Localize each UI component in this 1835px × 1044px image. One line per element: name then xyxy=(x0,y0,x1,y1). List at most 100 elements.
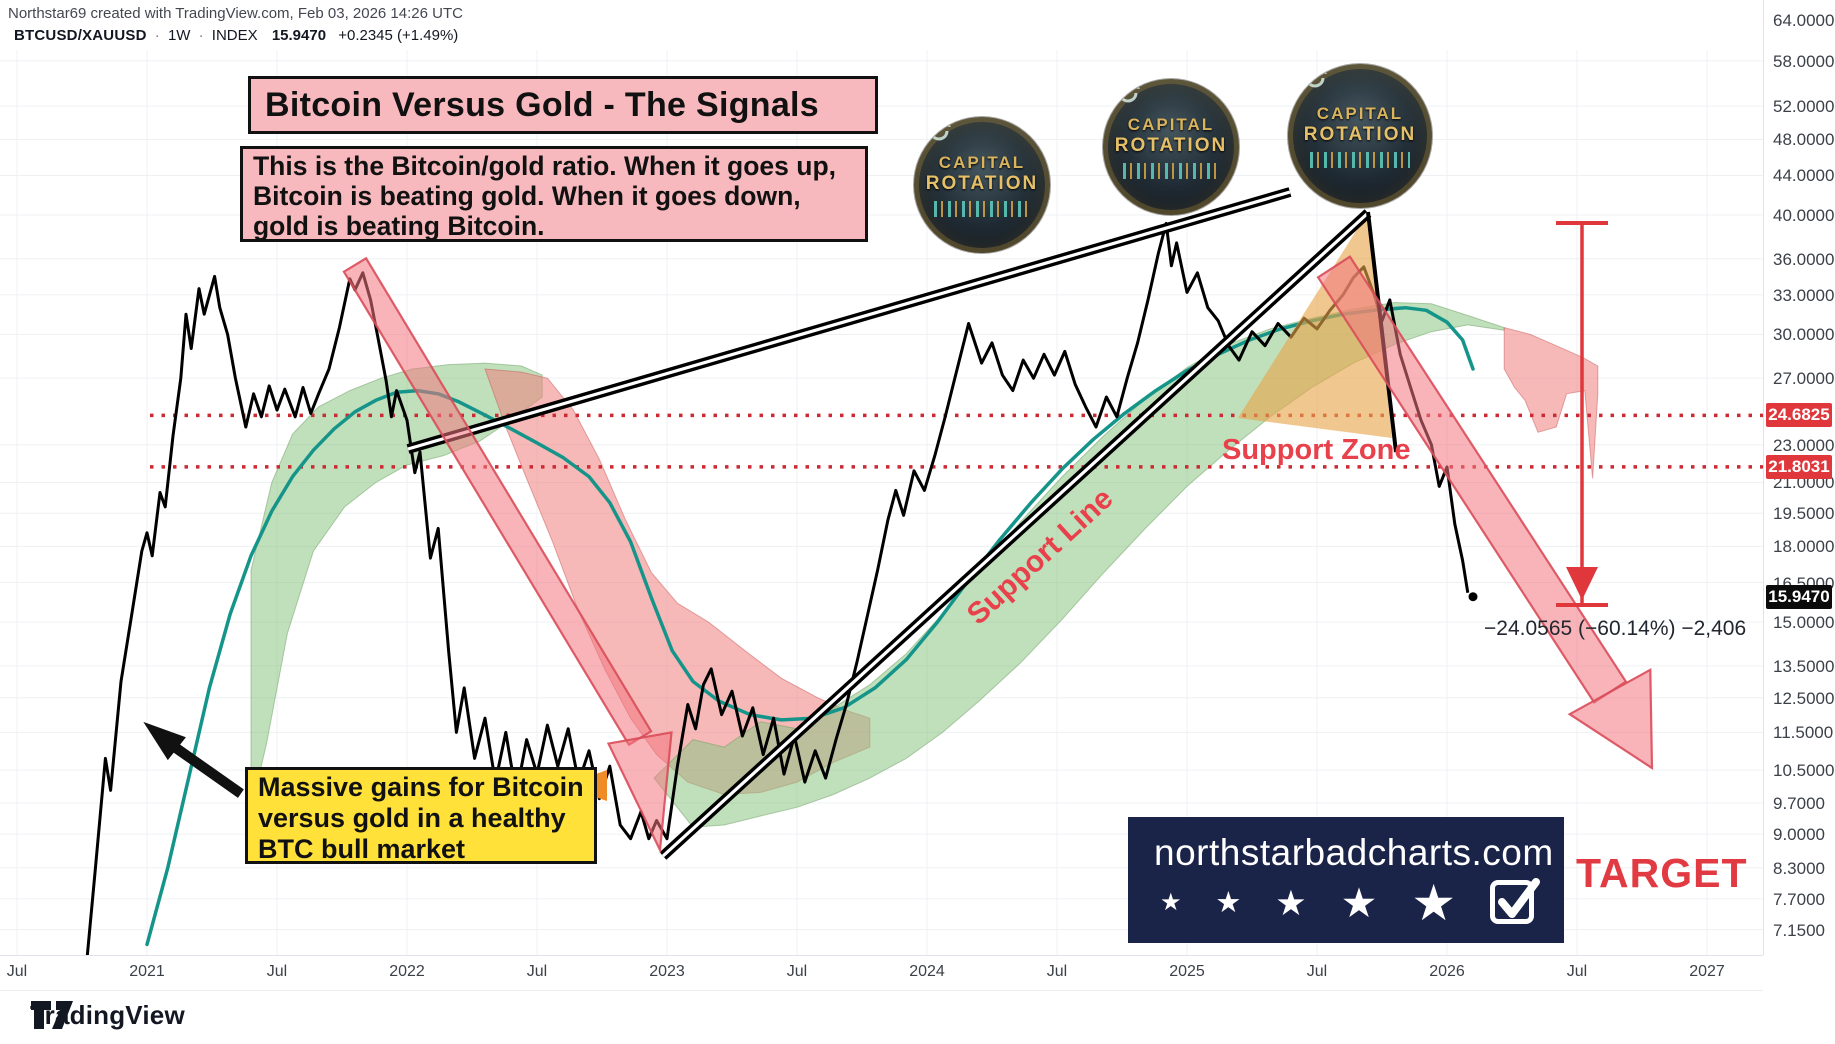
star-icon: ★ xyxy=(1215,886,1242,919)
star-icon: ★ xyxy=(1275,883,1307,923)
symbol-name[interactable]: BTCUSD/XAUUSD xyxy=(14,27,147,44)
symbol-type: INDEX xyxy=(211,27,258,44)
rotation-arrow-icon xyxy=(929,120,951,141)
price-axis[interactable]: 24.6825 21.8031 15.9470 64.0000 58.0000 52… xyxy=(1763,0,1835,955)
badge-text: CAPITAL xyxy=(1316,104,1404,123)
measure-bracket-arrowhead xyxy=(1566,567,1598,600)
price-level-badge-lower: 21.8031 xyxy=(1766,454,1832,479)
star-rating-row: ★ ★ ★ ★ ★ xyxy=(1154,875,1540,931)
resistance-trend-line-gap xyxy=(407,190,1291,451)
time-tick-label: 2021 xyxy=(129,963,165,980)
price-level-badge-upper: 24.6825 xyxy=(1766,403,1832,428)
measurement-readout: −24.0565 (−60.14%) −2,406 xyxy=(1484,617,1747,640)
time-tick-label: 2024 xyxy=(909,963,945,980)
credit-text: Northstar69 created with TradingView.com… xyxy=(8,5,463,22)
time-tick-label: Jul xyxy=(786,963,808,980)
black-annotation-arrow-head xyxy=(143,721,186,761)
capital-rotation-badge-1: CAPITAL ROTATION xyxy=(914,117,1050,253)
price-tick-label: 9.0000 xyxy=(1773,825,1825,845)
price-tick-label: 11.5000 xyxy=(1773,723,1834,743)
yellow-note-box: Massive gains for Bitcoin versus gold in… xyxy=(245,767,597,864)
checkbox-icon xyxy=(1489,878,1540,924)
price-tick-label: 9.7000 xyxy=(1773,794,1825,813)
target-label: TARGET xyxy=(1576,850,1748,896)
symbol-price: 15.9470 xyxy=(271,27,327,44)
time-tick-label: Jul xyxy=(526,963,548,980)
description-box: This is the Bitcoin/gold ratio. When it … xyxy=(240,146,868,242)
time-tick-label: Jul xyxy=(266,963,288,980)
page-title: Bitcoin Versus Gold - The Signals xyxy=(265,85,819,124)
red-down-arrow-1-head xyxy=(606,731,673,855)
price-tick-label: 23.0000 xyxy=(1773,435,1835,455)
time-tick-label: Jul xyxy=(6,963,28,980)
price-tick-label: 19.5000 xyxy=(1773,504,1835,524)
time-axis[interactable]: Jul 2021 Jul 2022 Jul 2023 Jul 2024 Jul 2025 Jul 20… xyxy=(0,955,1763,991)
price-tick-label: 58.0000 xyxy=(1773,51,1835,71)
yellow-note-line: Massive gains for Bitcoin xyxy=(258,772,584,802)
description-line: gold is beating Bitcoin. xyxy=(253,211,545,241)
price-tick-label: 7.1500 xyxy=(1773,920,1825,940)
checkbox-outline xyxy=(1489,880,1534,924)
capital-rotation-badge-2: CAPITAL ROTATION xyxy=(1103,79,1239,215)
time-tick-label: Jul xyxy=(1566,963,1588,980)
badge-chart-decoration xyxy=(1309,152,1411,168)
price-tick-label: 33.0000 xyxy=(1773,285,1835,305)
price-tick-label: 36.0000 xyxy=(1773,249,1835,269)
badge-chart-decoration xyxy=(1123,163,1219,179)
symbol-bar[interactable]: BTCUSD/XAUUSD · 1W · INDEX 15.9470 +0.23… xyxy=(0,24,1835,50)
last-price-badge: 15.9470 xyxy=(1766,584,1832,609)
badge-text: ROTATION xyxy=(1114,135,1228,156)
price-tick-label: 30.0000 xyxy=(1773,325,1835,345)
time-tick-label: 2025 xyxy=(1169,963,1205,980)
symbol-interval[interactable]: 1W xyxy=(167,27,191,44)
red-down-arrow-2-head xyxy=(1567,667,1654,771)
badge-text: CAPITAL xyxy=(1127,115,1215,134)
watermark-url: northstarbadcharts.com xyxy=(1154,832,1554,873)
last-price-dot xyxy=(1468,592,1478,602)
support-trend-line-gap xyxy=(661,211,1370,858)
time-tick-label: Jul xyxy=(1046,963,1068,980)
yellow-note-line: versus gold in a healthy xyxy=(258,803,566,833)
tradingview-logo-icon[interactable] xyxy=(30,1000,74,1030)
price-tick-label: 13.5000 xyxy=(1773,656,1835,676)
time-tick-label: 2027 xyxy=(1689,963,1725,980)
price-tick-label: 52.0000 xyxy=(1773,97,1835,117)
description-line: Bitcoin is beating gold. When it goes do… xyxy=(253,181,801,211)
cloud-green-2021 xyxy=(250,362,543,800)
price-tick-label: 12.5000 xyxy=(1773,688,1835,708)
price-tick-label: 44.0000 xyxy=(1773,166,1835,186)
badge-text: ROTATION xyxy=(925,173,1039,194)
star-icon: ★ xyxy=(1340,879,1378,926)
price-tick-label: 8.3000 xyxy=(1773,858,1825,878)
footer-bar: TradingView xyxy=(30,1000,185,1031)
yellow-note-line: BTC bull market xyxy=(258,834,466,864)
badge-chart-decoration xyxy=(934,201,1030,217)
support-zone-label: Support Zone xyxy=(1222,434,1411,466)
price-tick-label: 40.0000 xyxy=(1773,206,1835,226)
star-icon: ★ xyxy=(1160,889,1182,916)
description-line: This is the Bitcoin/gold ratio. When it … xyxy=(253,151,836,181)
red-down-arrow-2-shaft xyxy=(1316,255,1628,704)
price-line xyxy=(85,221,1470,955)
title-box: Bitcoin Versus Gold - The Signals xyxy=(248,76,878,134)
separator-dot: · xyxy=(154,27,160,44)
rotation-arrow-icon xyxy=(1118,82,1140,103)
capital-rotation-badge-3: CAPITAL ROTATION xyxy=(1288,64,1432,208)
badge-text: CAPITAL xyxy=(938,153,1026,172)
checkmark-icon xyxy=(1497,878,1540,918)
time-tick-label: 2026 xyxy=(1429,963,1465,980)
red-down-arrow-1-shaft xyxy=(342,256,653,747)
price-tick-label: 10.5000 xyxy=(1773,761,1835,781)
symbol-change: +0.2345 (+1.49%) xyxy=(338,27,459,44)
price-tick-label: 7.7000 xyxy=(1773,889,1825,909)
time-tick-label: 2022 xyxy=(389,963,425,980)
price-tick-label: 48.0000 xyxy=(1773,130,1835,150)
price-tick-label: 18.0000 xyxy=(1773,537,1835,557)
cloud-red-projection xyxy=(1503,326,1599,479)
badge-text: ROTATION xyxy=(1303,124,1417,145)
price-tick-label: 27.0000 xyxy=(1773,369,1835,389)
star-icon: ★ xyxy=(1411,875,1457,931)
price-tick-label: 64.0000 xyxy=(1773,11,1835,30)
time-tick-label: 2023 xyxy=(649,963,685,980)
separator-dot: · xyxy=(198,27,204,44)
